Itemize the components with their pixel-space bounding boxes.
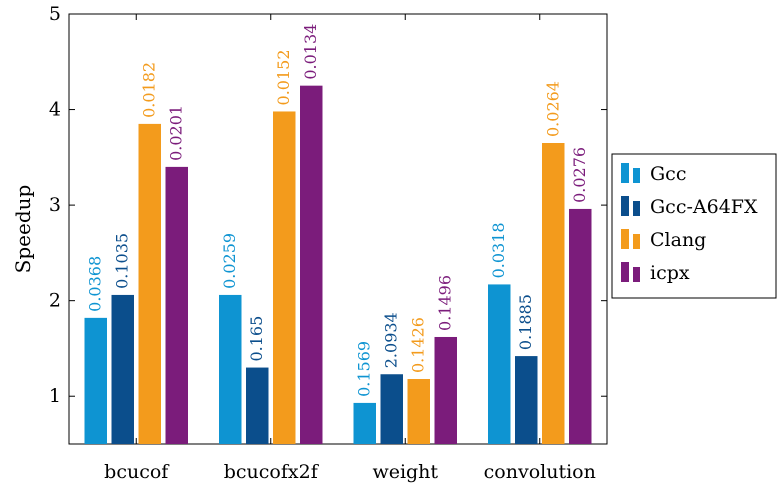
y-tick-label: 5 (49, 3, 61, 25)
y-tick-label: 2 (49, 290, 61, 312)
y-axis-label: Speedup (11, 185, 35, 274)
legend-swatch-gcc-a64fx (621, 196, 629, 216)
bar-clang-bcucof (138, 123, 161, 444)
legend-label-gcc-a64fx: Gcc-A64FX (650, 196, 758, 218)
y-axis: 1 2 3 4 5 (49, 3, 607, 407)
bar-clang-convolution (542, 143, 565, 444)
data-label: 2.0934 (382, 312, 401, 368)
bar-icpx-bcucofx2f (300, 85, 323, 445)
y-tick-label: 4 (49, 99, 61, 121)
legend-swatch-small-clang (633, 234, 640, 249)
bars-group: 0.0368 0.1035 0.0182 0.0201 0.0259 0.165 0.015… (84, 24, 592, 445)
legend-label-icpx: icpx (650, 262, 690, 284)
x-tick-label: weight (372, 461, 438, 483)
legend-swatch-icpx (621, 262, 629, 282)
data-label: 0.0201 (167, 105, 186, 161)
data-label: 0.1885 (516, 294, 535, 350)
bar-icpx-bcucof (165, 166, 188, 444)
data-label: 0.0264 (543, 81, 562, 137)
x-tick-label: bcucofx2f (224, 461, 320, 483)
bar-gcc-weight (353, 402, 376, 444)
y-tick-label: 1 (49, 385, 61, 407)
data-label: 0.0318 (489, 222, 508, 278)
bar-gcc-a64fx-bcucof (111, 294, 134, 444)
legend: Gcc Gcc-A64FX Clang icpx (611, 153, 777, 299)
x-tick-label: convolution (484, 461, 596, 483)
legend-swatch-clang (621, 229, 629, 249)
legend-label-clang: Clang (650, 229, 706, 251)
bar-gcc-convolution (488, 284, 511, 444)
bar-gcc-bcucofx2f (219, 294, 242, 444)
data-label: 0.1569 (355, 341, 374, 397)
bar-gcc-bcucof (84, 317, 107, 444)
bar-clang-weight (407, 379, 430, 444)
bar-icpx-weight (434, 336, 457, 444)
legend-swatch-small-gcc (633, 168, 640, 183)
data-label: 0.0368 (86, 256, 105, 312)
legend-swatch-small-gcc-a64fx (633, 201, 640, 216)
bar-gcc-a64fx-weight (380, 374, 403, 444)
legend-label-gcc: Gcc (650, 163, 686, 185)
bar-clang-bcucofx2f (273, 111, 296, 444)
data-label: 0.0152 (274, 49, 293, 105)
data-label: 0.0259 (220, 233, 239, 289)
data-label: 0.165 (247, 316, 266, 362)
legend-swatch-gcc (621, 163, 629, 183)
plot-frame (68, 13, 608, 445)
data-label: 0.1426 (409, 317, 428, 373)
y-tick-label: 3 (49, 194, 61, 216)
data-label: 0.1496 (436, 275, 455, 331)
x-tick-label: bcucof (104, 461, 170, 483)
data-label: 0.0276 (570, 147, 589, 203)
data-label: 0.0134 (301, 24, 320, 80)
legend-swatch-small-icpx (633, 267, 640, 282)
data-label: 0.1035 (113, 233, 132, 289)
x-axis: bcucof bcucofx2f weight convolution (104, 14, 596, 483)
bar-gcc-a64fx-convolution (515, 356, 538, 444)
bar-gcc-a64fx-bcucofx2f (246, 367, 269, 444)
bar-icpx-convolution (569, 208, 592, 444)
data-label: 0.0182 (140, 62, 159, 118)
